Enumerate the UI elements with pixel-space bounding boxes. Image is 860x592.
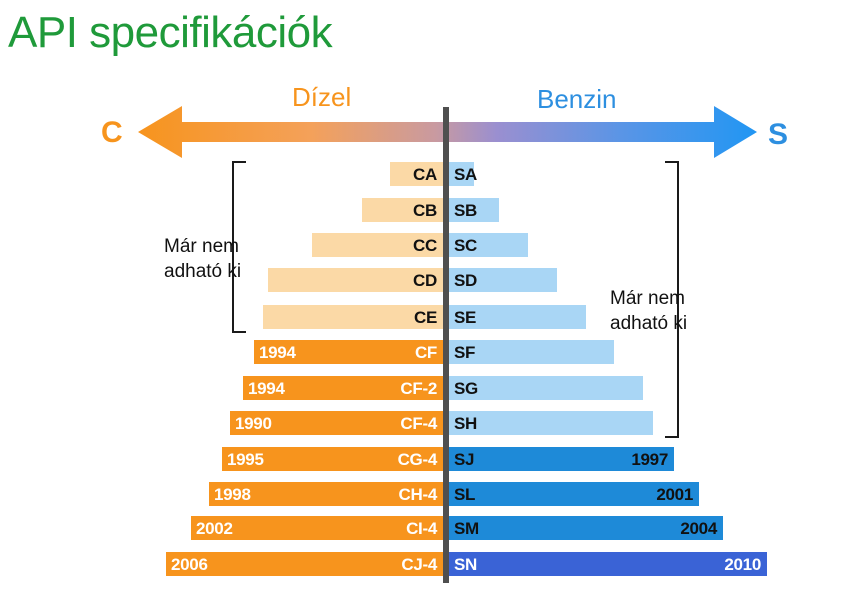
left-bracket <box>232 161 246 333</box>
diesel-bar: CD <box>268 268 443 292</box>
diesel-bar: CG-4 1995 <box>222 447 443 471</box>
note-left-line-1: Már nem <box>164 236 239 257</box>
petrol-label: Benzin <box>537 84 617 114</box>
petrol-bar: SE <box>449 305 586 329</box>
petrol-code: SM <box>454 519 479 538</box>
center-divider <box>443 107 449 583</box>
diesel-code: CF-2 <box>400 379 437 398</box>
petrol-year: 1997 <box>631 450 668 469</box>
diesel-year: 1994 <box>259 343 296 362</box>
note-left-line-2: adható ki <box>164 261 242 282</box>
note-right: Már nem adható ki <box>610 286 687 336</box>
diesel-code: CA <box>413 165 437 184</box>
petrol-bar: SF <box>449 340 614 364</box>
diesel-bar: CF-2 1994 <box>243 376 443 400</box>
petrol-bar: SA <box>449 162 478 186</box>
right-letter: S <box>768 118 789 151</box>
diesel-bar: CJ-4 2006 <box>166 552 443 576</box>
petrol-code: SC <box>454 236 478 255</box>
diesel-code: CD <box>413 271 437 290</box>
diesel-code: CB <box>413 201 437 220</box>
diesel-bar: CH-4 1998 <box>209 482 443 506</box>
diesel-bar: CI-4 2002 <box>191 516 443 540</box>
diesel-bar: CF-4 1990 <box>230 411 443 435</box>
page-title: API specifikációk <box>8 8 333 57</box>
diesel-year: 1995 <box>227 450 264 469</box>
diesel-code: CE <box>413 308 437 327</box>
diesel-code: CH-4 <box>398 485 438 504</box>
diesel-bar: CC <box>312 233 443 257</box>
petrol-code: SG <box>454 379 478 398</box>
petrol-bar: SL 2001 <box>449 482 699 506</box>
diesel-code: CJ-4 <box>401 555 437 574</box>
petrol-bar: SC <box>449 233 528 257</box>
diesel-code: CF-4 <box>400 414 437 433</box>
petrol-code: SF <box>454 343 476 362</box>
note-right-line-1: Már nem <box>610 288 685 309</box>
diesel-bar: CE <box>263 305 443 329</box>
diesel-code: CF <box>414 343 437 362</box>
diesel-year: 1994 <box>248 379 285 398</box>
diesel-bar: CA <box>390 162 443 186</box>
note-right-line-2: adható ki <box>610 313 688 334</box>
left-letter: C <box>101 116 123 149</box>
petrol-bar: SG <box>449 376 643 400</box>
diesel-year: 1990 <box>235 414 272 433</box>
petrol-bar: SN 2010 <box>449 552 767 576</box>
petrol-year: 2004 <box>680 519 717 538</box>
petrol-code: SL <box>454 485 476 504</box>
petrol-code: SD <box>454 271 478 290</box>
petrol-code: SN <box>454 555 478 574</box>
diesel-bar: CF 1994 <box>254 340 443 364</box>
petrol-code: SA <box>454 165 478 184</box>
petrol-bar: SD <box>449 268 557 292</box>
diesel-code: CG-4 <box>397 450 438 469</box>
petrol-code: SB <box>454 201 478 220</box>
petrol-bar: SH <box>449 411 653 435</box>
diesel-code: CI-4 <box>406 519 437 538</box>
diesel-code: CC <box>413 236 437 255</box>
diesel-year: 2002 <box>196 519 233 538</box>
diesel-label: Dízel <box>292 82 352 112</box>
petrol-bar: SB <box>449 198 499 222</box>
petrol-code: SE <box>454 308 477 327</box>
petrol-year: 2001 <box>656 485 693 504</box>
petrol-year: 2010 <box>724 555 761 574</box>
petrol-bar: SJ 1997 <box>449 447 674 471</box>
diesel-year: 2006 <box>171 555 208 574</box>
diesel-bar: CB <box>362 198 443 222</box>
right-bracket <box>665 161 679 438</box>
petrol-code: SH <box>454 414 478 433</box>
petrol-code: SJ <box>454 450 475 469</box>
note-left: Már nem adható ki <box>164 234 241 284</box>
petrol-bar: SM 2004 <box>449 516 723 540</box>
diesel-year: 1998 <box>214 485 251 504</box>
